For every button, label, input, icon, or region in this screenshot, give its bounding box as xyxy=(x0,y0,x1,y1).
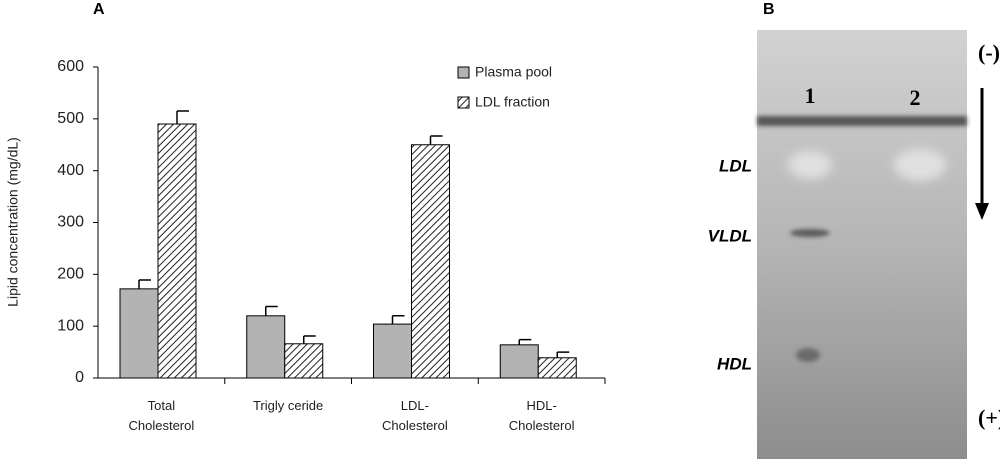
lane-label: 1 xyxy=(805,83,816,108)
cathode-label: (-) xyxy=(978,40,1000,65)
anode-label: (+) xyxy=(978,405,1000,430)
bar xyxy=(373,323,412,379)
legend-swatch xyxy=(457,96,470,109)
y-tick-label: 200 xyxy=(57,266,84,283)
panel-label: A xyxy=(93,1,105,18)
y-tick-label: 600 xyxy=(57,58,84,75)
y-tick-label: 0 xyxy=(75,369,84,386)
lane-label: 2 xyxy=(910,85,921,110)
band-label: HDL xyxy=(717,354,752,373)
panel-label: B xyxy=(763,1,775,18)
x-tick-label: LDL- Cholesterol xyxy=(381,398,448,433)
band xyxy=(788,151,832,179)
error-bar xyxy=(303,335,316,344)
x-tick-label: HDL- Cholesterol xyxy=(508,398,575,433)
error-bar xyxy=(176,110,189,125)
well-line xyxy=(757,116,967,126)
x-tick-label: Total Cholesterol xyxy=(128,398,195,433)
x-tick-label: Trigly ceride xyxy=(252,398,324,413)
y-tick-label: 100 xyxy=(57,317,84,334)
error-bar xyxy=(391,315,405,325)
error-bar xyxy=(138,279,151,289)
legend-label: LDL fraction xyxy=(475,94,550,110)
error-bar xyxy=(265,305,278,316)
band-label: LDL xyxy=(719,156,752,175)
bar xyxy=(157,123,197,379)
bar xyxy=(537,357,577,379)
y-tick-label: 300 xyxy=(57,214,84,231)
bar xyxy=(246,315,286,379)
legend-label: Plasma pool xyxy=(475,64,552,80)
band xyxy=(796,348,820,362)
y-tick-label: 400 xyxy=(57,162,84,179)
bar xyxy=(499,344,539,379)
error-bar xyxy=(556,351,570,358)
band xyxy=(894,149,946,181)
y-tick-label: 500 xyxy=(57,110,84,127)
bar xyxy=(284,343,324,379)
band-label: VLDL xyxy=(708,226,752,245)
y-axis-label: Lipid concentration (mg/dL) xyxy=(5,137,21,307)
legend-swatch xyxy=(457,66,470,79)
gel-image xyxy=(757,30,967,459)
band xyxy=(790,229,830,237)
error-bar xyxy=(518,338,532,345)
bar xyxy=(119,288,159,379)
arrow-head xyxy=(975,203,989,220)
bar xyxy=(411,144,450,379)
error-bar xyxy=(429,135,443,145)
